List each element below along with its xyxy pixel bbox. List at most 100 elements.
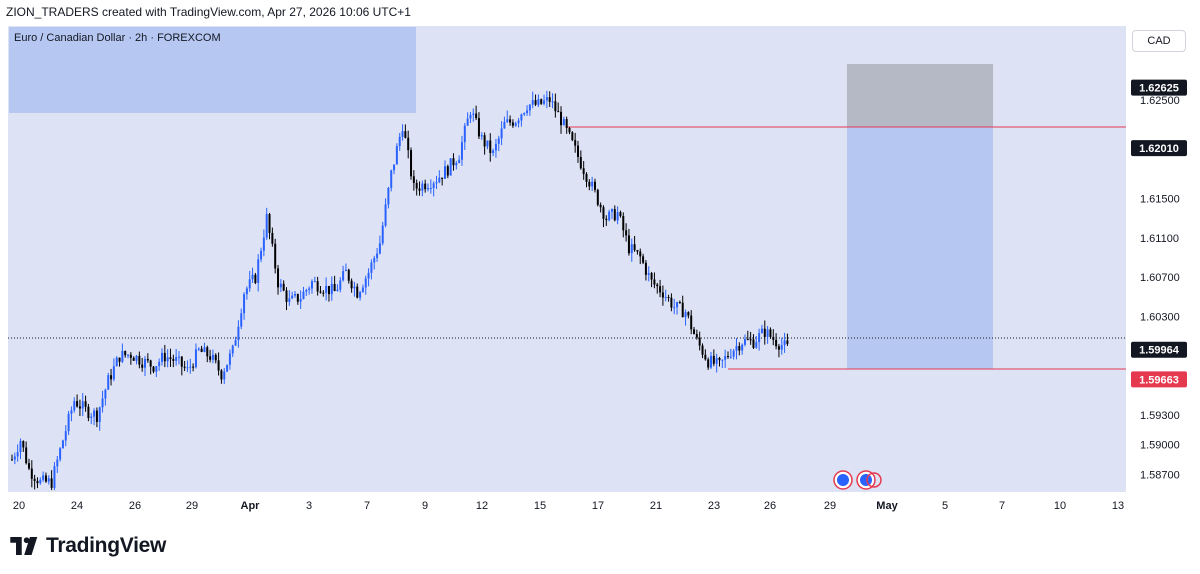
candle-body: [529, 105, 531, 111]
candle-body: [382, 226, 384, 244]
candle-body: [747, 339, 749, 340]
candle-body: [433, 183, 435, 188]
target-zone[interactable]: [847, 127, 993, 369]
candle-body: [257, 259, 259, 283]
candle-body: [489, 140, 491, 152]
candle-body: [458, 160, 460, 163]
candle-body: [359, 292, 361, 298]
candle-body: [246, 288, 248, 294]
candle-body: [775, 340, 777, 346]
candle-body: [659, 286, 661, 292]
candle-body: [240, 313, 242, 326]
candle-body: [300, 299, 302, 302]
candle-body: [665, 297, 667, 298]
candle-body: [28, 463, 30, 468]
price-label-text: 1.62625: [1139, 83, 1179, 95]
candle-body: [365, 278, 367, 287]
candle-body: [175, 357, 177, 361]
candle-body: [540, 99, 542, 104]
candle-body: [608, 212, 610, 220]
candle-body: [566, 119, 568, 128]
candle-body: [218, 360, 220, 370]
candle-body: [138, 356, 140, 365]
candle-body: [486, 140, 488, 146]
price-tick-label: 1.61100: [1140, 233, 1179, 245]
candle-body: [594, 182, 596, 190]
candle-body: [583, 168, 585, 174]
candle-body: [48, 478, 50, 481]
candle-body: [636, 250, 638, 251]
candle-body: [461, 142, 463, 160]
candle-body: [492, 150, 494, 152]
stop-loss-zone[interactable]: [847, 64, 993, 127]
candle-body: [733, 351, 735, 357]
candle-body: [90, 417, 92, 418]
candle-body: [574, 140, 576, 146]
candle-body: [19, 441, 21, 452]
candle-body: [447, 166, 449, 175]
candle-body: [772, 337, 774, 340]
candle-body: [769, 329, 771, 336]
symbol-label[interactable]: Euro / Canadian Dollar · 2h · FOREXCOM: [14, 32, 221, 44]
candle-body: [226, 365, 228, 372]
candle-body: [430, 188, 432, 189]
candle-body: [543, 100, 545, 103]
candle-body: [399, 137, 401, 146]
candle-body: [651, 273, 653, 279]
candlestick-series: [11, 91, 788, 490]
candle-body: [721, 360, 723, 361]
candle-body: [549, 97, 551, 102]
candle-body: [495, 144, 497, 151]
candle-body: [96, 411, 98, 422]
candle-body: [436, 182, 438, 183]
candle-body: [416, 183, 418, 189]
event-icons[interactable]: [834, 471, 881, 489]
candle-body: [424, 184, 426, 190]
candle-body: [648, 273, 650, 275]
candle-body: [376, 254, 378, 259]
time-tick-label: 29: [186, 500, 198, 512]
candle-body: [390, 170, 392, 188]
candle-body: [53, 466, 55, 488]
candle-body: [76, 401, 78, 406]
candle-body: [455, 163, 457, 165]
candle-body: [133, 358, 135, 361]
currency-button[interactable]: CAD: [1132, 30, 1186, 52]
candle-body: [186, 367, 188, 368]
candle-body: [198, 349, 200, 350]
candle-body: [786, 340, 788, 343]
candle-body: [475, 114, 477, 118]
candle-body: [569, 128, 571, 132]
candle-body: [552, 101, 554, 102]
candle-body: [22, 441, 24, 447]
candle-body: [631, 244, 633, 253]
candle-body: [656, 285, 658, 287]
candle-body: [696, 334, 698, 338]
time-tick-label: 13: [1112, 500, 1124, 512]
candle-body: [653, 280, 655, 285]
candle-body: [755, 342, 757, 348]
price-tick-label: 1.58700: [1140, 469, 1180, 481]
candle-body: [602, 207, 604, 219]
candle-body: [679, 302, 681, 303]
candle-body: [141, 365, 143, 368]
candle-body: [223, 372, 225, 380]
candle-body: [724, 356, 726, 360]
candle-body: [464, 126, 466, 142]
candle-body: [585, 174, 587, 182]
candle-body: [685, 312, 687, 317]
candle-body: [308, 288, 310, 290]
candle-body: [719, 358, 721, 360]
candle-body: [512, 122, 514, 125]
candle-body: [673, 307, 675, 308]
candle-body: [70, 410, 72, 414]
candle-body: [407, 138, 409, 150]
candle-body: [441, 178, 443, 179]
candle-body: [195, 349, 197, 367]
candle-body: [368, 273, 370, 279]
price-tick-label: 1.59000: [1140, 440, 1180, 452]
candle-body: [662, 292, 664, 297]
time-tick-label: 7: [999, 500, 1005, 512]
candle-body: [467, 119, 469, 126]
